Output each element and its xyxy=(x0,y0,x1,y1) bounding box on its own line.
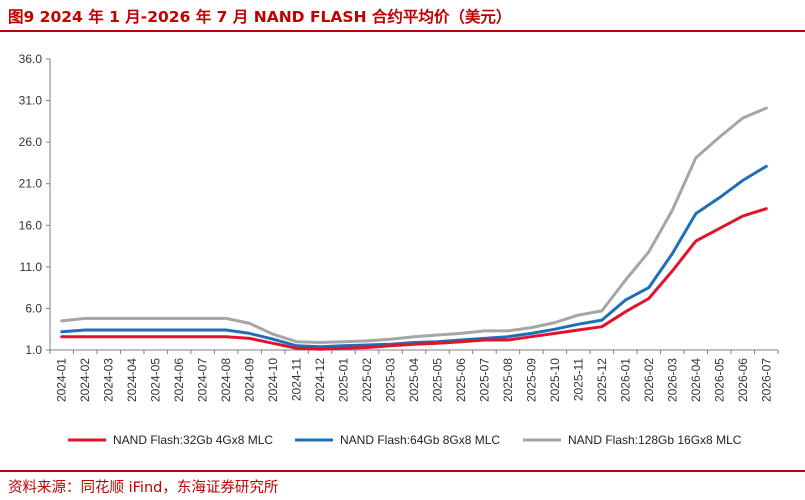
x-tick-label: 2026-04 xyxy=(689,358,703,402)
x-tick-label: 2025-06 xyxy=(454,358,468,402)
x-tick-label: 2024-05 xyxy=(149,358,163,402)
x-tick-label: 2024-08 xyxy=(219,358,233,402)
legend-label: NAND Flash:32Gb 4Gx8 MLC xyxy=(113,433,273,447)
x-tick-label: 2024-01 xyxy=(55,358,69,402)
x-tick-label: 2025-07 xyxy=(477,358,491,402)
legend-label: NAND Flash:128Gb 16Gx8 MLC xyxy=(568,433,742,447)
x-tick-label: 2025-08 xyxy=(501,358,515,402)
x-tick-label: 2024-11 xyxy=(290,358,304,401)
y-tick-label: 11.0 xyxy=(20,260,43,274)
series-line-2 xyxy=(60,164,768,349)
y-tick-label: 26.0 xyxy=(19,135,43,149)
x-tick-label: 2026-02 xyxy=(642,358,656,402)
line-chart: 36.0 31.0 26.0 21.0 16.0 11.0 6.0 1.0 2024-01 202… xyxy=(19,52,779,447)
x-tick-label: 2026-01 xyxy=(618,358,632,402)
y-tick-label: 21.0 xyxy=(19,177,43,191)
x-tick-label: 2025-11 xyxy=(571,358,585,401)
x-tick-label: 2025-12 xyxy=(595,358,609,402)
x-tick-label: 2025-03 xyxy=(384,358,398,402)
x-tick-label: 2024-04 xyxy=(125,358,139,402)
x-tick-label: 2024-12 xyxy=(313,358,327,402)
x-tick-label: 2024-09 xyxy=(243,358,257,402)
y-tick-label: 1.0 xyxy=(25,343,42,357)
x-tick-label: 2025-10 xyxy=(548,358,562,402)
y-tick-label: 36.0 xyxy=(19,52,43,66)
x-tick-label: 2026-05 xyxy=(712,358,726,402)
x-tick-label: 2024-06 xyxy=(172,358,186,402)
x-tick-label: 2024-10 xyxy=(266,358,280,402)
x-tick-label: 2026-03 xyxy=(665,358,679,402)
y-tick-label: 16.0 xyxy=(19,218,43,232)
series-line-1 xyxy=(60,207,768,351)
x-tick-label: 2025-02 xyxy=(360,358,374,402)
x-tick-label: 2025-01 xyxy=(337,358,351,402)
x-tick-label: 2024-02 xyxy=(78,358,92,402)
title-rule xyxy=(0,30,805,32)
x-tick-label: 2026-07 xyxy=(759,358,773,402)
series-line-3 xyxy=(60,106,768,344)
y-tick-label: 6.0 xyxy=(25,301,42,315)
x-tick-label: 2025-04 xyxy=(407,358,421,402)
x-tick-label: 2025-09 xyxy=(524,358,538,402)
y-tick-label: 31.0 xyxy=(19,94,43,108)
x-tick-label: 2025-05 xyxy=(430,358,444,402)
x-tick-label: 2024-03 xyxy=(102,358,116,402)
chart-title: 图9 2024 年 1 月-2026 年 7 月 NAND FLASH 合约平均… xyxy=(8,8,512,26)
source-rule xyxy=(0,470,805,472)
x-tick-label: 2024-07 xyxy=(196,358,210,402)
source-note: 资料来源：同花顺 iFind，东海证券研究所 xyxy=(8,480,279,496)
x-tick-label: 2026-06 xyxy=(736,358,750,402)
legend-label: NAND Flash:64Gb 8Gx8 MLC xyxy=(340,433,500,447)
